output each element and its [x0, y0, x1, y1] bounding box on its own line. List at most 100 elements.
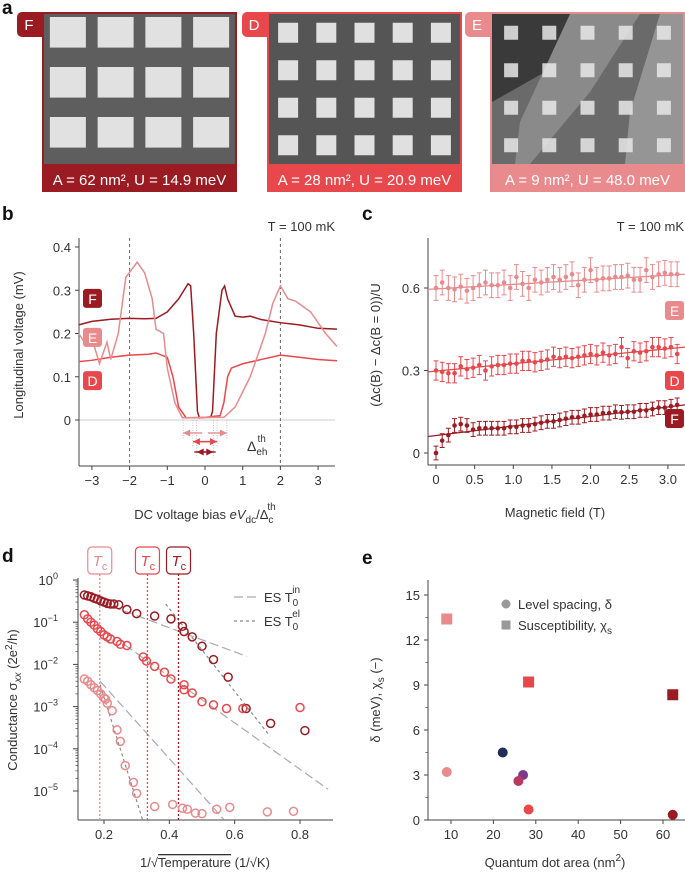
data-point-F: [507, 424, 513, 430]
data-point-E: [631, 277, 637, 283]
fit-line-E: [427, 273, 685, 291]
quantum-dot: [193, 17, 230, 48]
tile-tag-box: [17, 12, 47, 37]
label-part: ): [621, 855, 625, 870]
legend-marker-square: [501, 620, 511, 630]
label-part: 2: [615, 853, 621, 864]
gap-arrowhead: [192, 438, 200, 446]
data-point-E: [520, 281, 525, 287]
data-point-D: [582, 353, 587, 358]
x-tick-label: −3: [84, 473, 99, 488]
quantum-dot: [656, 25, 671, 40]
x-tick-label: 3.0: [659, 472, 677, 487]
gap-arrowhead: [183, 429, 191, 437]
data-point-D: [656, 344, 661, 350]
quantum-dot: [316, 22, 337, 43]
quantum-dot: [580, 138, 595, 153]
data-point-E: [613, 274, 618, 280]
x-axis-label: DC voltage bias eVdc/Δc th: [134, 502, 276, 526]
data-point-D: [563, 354, 569, 360]
data-point-F: [668, 403, 674, 409]
es-fit-line-in: [124, 644, 329, 790]
quantum-dot: [354, 135, 375, 156]
legend-label: ES T0 in: [264, 585, 300, 609]
quantum-dot: [656, 100, 671, 115]
data-point-F: [470, 427, 476, 432]
data-point-E: [625, 273, 631, 278]
susceptibility-point: [523, 676, 535, 688]
stm-tile-F: F A = 62 nm², U = 14.9 meV: [17, 12, 237, 192]
label-part: 10: [33, 784, 47, 799]
quantum-dot: [430, 135, 451, 156]
label-part: 10: [39, 573, 53, 588]
quantum-dot: [145, 17, 182, 48]
data-point-D: [507, 361, 513, 366]
data-point-D: [674, 351, 680, 357]
data-point-F: [545, 419, 550, 424]
data-point-F: [439, 438, 445, 443]
data-point-D: [483, 368, 488, 373]
data-point-E: [637, 277, 643, 283]
data-point-D: [662, 346, 668, 351]
x-axis-label: 1/√Temperature (1/√K): [140, 855, 270, 870]
quantum-dot: [542, 63, 557, 78]
quantum-dot: [316, 60, 337, 81]
series-label-box: [665, 371, 684, 390]
gap-arrowhead: [206, 448, 214, 456]
y-tick-label: 15: [406, 588, 420, 603]
x-axis-label: Magnetic field (T): [505, 505, 605, 520]
data-point-F: [514, 424, 519, 430]
data-point-F: [631, 409, 637, 415]
label-part: T: [93, 553, 104, 570]
data-point-E: [662, 270, 668, 276]
panel-c-chart: 0 0.5 1.0 1.5 2.0 2.5 3.0 0 0.3 0.6 E D F T = 100 mK (…: [368, 219, 685, 520]
panel-letter-c: c: [362, 204, 373, 225]
label-part: −3: [48, 698, 58, 708]
data-point-D: [668, 344, 674, 350]
label-part: xx: [13, 671, 24, 683]
data-point-F: [187, 632, 197, 642]
quantum-dot: [504, 63, 519, 78]
legend-label: ES T0 el: [264, 609, 300, 633]
quantum-dot: [193, 117, 230, 148]
data-point-E: [569, 271, 575, 277]
panel-a-stm-images: F A = 62 nm², U = 14.9 meV D A = 28 nm², U …: [17, 12, 685, 192]
data-point-D: [166, 674, 176, 684]
x-tick-label: 60: [656, 827, 670, 842]
data-point-F: [464, 423, 470, 428]
level-spacing-point: [523, 804, 534, 815]
y-tick-label: 100: [39, 571, 58, 588]
data-point-E: [545, 277, 550, 283]
data-point-D: [458, 364, 464, 369]
x-tick-label: −2: [122, 473, 137, 488]
label-part: th: [267, 502, 275, 513]
data-point-E: [452, 287, 457, 292]
quantum-dot: [97, 67, 134, 98]
legend-label: Susceptibility, χs: [518, 618, 612, 637]
data-point-F: [131, 608, 142, 619]
series-label: E: [670, 303, 679, 319]
panel-b-chart: −3 −2 −1 0 1 2 3 0 0.1 0.2 0.3 0.4 Δeh th F D E T = 100 m…: [11, 219, 338, 526]
level-spacing-point: [441, 767, 452, 777]
series-label: D: [87, 373, 97, 389]
tc-label-box: [165, 546, 192, 575]
data-point-F: [600, 410, 606, 416]
panel-letter-d: d: [2, 546, 14, 567]
label-part: c: [150, 561, 156, 573]
data-point-D: [637, 350, 643, 355]
label-part: eh: [256, 447, 267, 458]
quantum-dot: [193, 67, 230, 98]
data-point-D: [569, 355, 575, 361]
stm-tile-E: E A = 9 nm², U = 48.0 meV: [465, 12, 685, 192]
y-tick-label: 0.3: [402, 364, 420, 379]
label-part: (1/√K): [231, 855, 270, 870]
data-point-F: [656, 405, 661, 410]
data-point-D: [476, 362, 482, 368]
label-part: c: [102, 561, 108, 573]
x-tick-label: 0.4: [160, 827, 178, 842]
x-tick-label: 2: [277, 473, 284, 488]
quantum-dot: [278, 97, 299, 118]
data-point-D: [613, 351, 618, 357]
quantum-dot: [278, 22, 299, 43]
